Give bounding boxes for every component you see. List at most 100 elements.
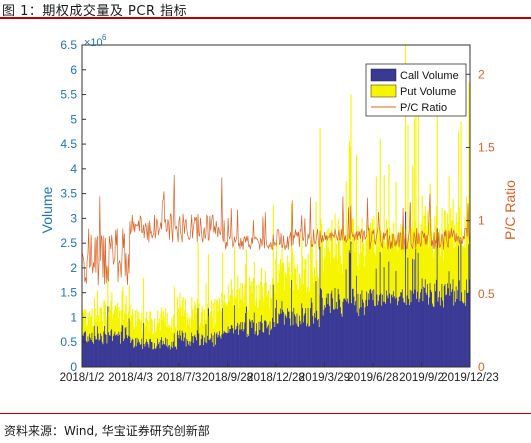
call-volume-bar <box>302 307 304 367</box>
call-volume-bar <box>239 329 241 367</box>
call-volume-bar <box>213 346 215 367</box>
put-volume-bar <box>368 235 370 300</box>
call-volume-bar <box>375 268 377 367</box>
call-volume-bar <box>374 306 377 367</box>
call-volume-bar <box>104 325 106 367</box>
put-volume-bar <box>317 278 320 319</box>
call-volume-bar <box>183 341 185 367</box>
call-volume-bar <box>405 304 407 367</box>
put-volume-bar <box>330 229 332 294</box>
call-volume-bar <box>245 313 247 367</box>
call-volume-bar <box>240 322 242 367</box>
call-volume-bar <box>342 301 344 367</box>
put-volume-bar <box>135 326 137 347</box>
call-volume-bar <box>154 343 156 367</box>
call-volume-bar <box>101 335 103 367</box>
call-volume-bar <box>322 315 324 367</box>
call-volume-bar <box>157 338 159 367</box>
call-volume-bar <box>276 299 278 367</box>
put-volume-bar <box>111 292 113 329</box>
put-volume-bar <box>245 249 247 307</box>
put-volume-bar <box>339 241 341 300</box>
call-volume-bar <box>103 331 105 367</box>
put-volume-bar <box>244 283 246 323</box>
call-volume-bar <box>145 342 147 367</box>
call-volume-bar <box>447 288 449 367</box>
put-volume-bar <box>341 273 343 317</box>
call-volume-bar <box>165 345 168 367</box>
put-volume-bar <box>291 248 293 312</box>
put-volume-bar <box>121 291 123 325</box>
put-volume-bar <box>443 259 445 308</box>
call-volume-bar <box>285 315 287 367</box>
call-volume-bar <box>193 336 195 367</box>
call-volume-bar <box>92 342 94 367</box>
call-volume-bar <box>203 337 206 367</box>
put-volume-bar <box>348 140 350 251</box>
put-volume-bar <box>416 227 419 292</box>
call-volume-bar <box>300 324 302 367</box>
x-axis-ticks: 2018/1/2 2018/4/3 2018/7/3 2018/9/282018/12… <box>60 363 499 384</box>
put-volume-bar <box>336 244 338 302</box>
put-volume-bar <box>118 306 120 332</box>
call-volume-bar <box>272 317 274 367</box>
call-volume-bar <box>403 302 405 367</box>
call-volume-bar <box>420 292 422 367</box>
call-volume-bar <box>385 303 387 367</box>
call-volume-bar <box>218 334 220 367</box>
put-volume-bar <box>112 319 114 342</box>
put-volume-bar <box>355 154 358 276</box>
call-volume-bar <box>298 326 300 367</box>
call-volume-bar <box>306 323 308 367</box>
put-volume-bar <box>338 226 340 295</box>
put-volume-bar <box>161 319 164 345</box>
put-volume-bar <box>201 305 203 335</box>
call-volume-bar <box>305 308 307 367</box>
call-volume-bar <box>102 344 104 367</box>
call-volume-bar <box>87 336 89 367</box>
call-volume-bar <box>175 346 177 367</box>
call-volume-bar <box>400 292 402 367</box>
call-volume-bar <box>191 332 193 367</box>
call-volume-bar <box>435 291 437 367</box>
put-volume-bar <box>138 311 140 340</box>
y2-tick-label: 2 <box>478 67 485 81</box>
put-volume-bar <box>83 308 85 334</box>
put-volume-bar <box>167 327 169 348</box>
call-volume-bar <box>428 304 430 367</box>
put-volume-bar <box>379 139 381 253</box>
legend-call-swatch <box>370 68 397 82</box>
put-volume-bar <box>288 262 290 312</box>
put-volume-bar <box>378 226 381 296</box>
put-volume-bar <box>194 301 196 335</box>
put-volume-bar <box>94 308 96 337</box>
put-volume-bar <box>144 327 146 347</box>
put-volume-bar <box>382 235 384 295</box>
put-volume-bar <box>404 247 406 303</box>
call-volume-bar <box>233 333 235 367</box>
put-volume-bar <box>146 320 149 342</box>
put-volume-bar <box>272 205 274 285</box>
put-volume-bar <box>295 284 297 324</box>
call-volume-bar <box>324 305 326 367</box>
put-volume-bar <box>112 314 114 336</box>
put-volume-bar <box>220 312 222 339</box>
put-volume-bar <box>467 209 469 293</box>
call-volume-bar <box>424 287 426 367</box>
put-volume-bar <box>135 310 137 339</box>
call-volume-bar <box>238 324 240 367</box>
call-volume-bar <box>205 324 207 367</box>
put-volume-bar <box>88 317 90 342</box>
put-volume-bar <box>448 176 450 272</box>
call-volume-bar <box>97 333 99 367</box>
call-volume-bar <box>254 334 256 367</box>
put-volume-bar <box>131 309 133 339</box>
put-volume-bar <box>362 241 364 300</box>
call-volume-bar <box>422 301 424 367</box>
put-volume-bar <box>429 183 431 284</box>
put-volume-bar <box>173 286 175 334</box>
call-volume-bar <box>130 343 132 367</box>
put-volume-bar <box>324 247 326 306</box>
call-volume-bar <box>291 279 293 367</box>
put-volume-bar <box>218 297 221 332</box>
